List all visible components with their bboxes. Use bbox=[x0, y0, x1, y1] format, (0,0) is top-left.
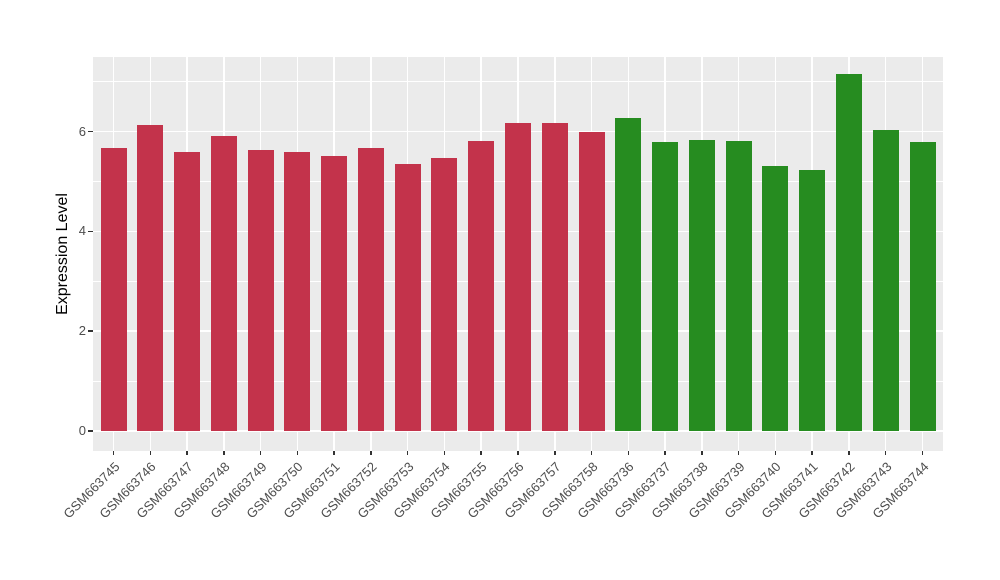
bar-GSM663742 bbox=[835, 74, 862, 431]
y-tick bbox=[88, 430, 93, 432]
x-tick bbox=[590, 451, 593, 455]
bar-GSM663748 bbox=[210, 136, 237, 431]
bar-GSM663749 bbox=[247, 149, 274, 431]
y-tick bbox=[88, 330, 93, 332]
bar-GSM663740 bbox=[762, 165, 789, 431]
bar-GSM663746 bbox=[137, 125, 164, 431]
x-tick bbox=[296, 451, 299, 455]
bar-GSM663743 bbox=[872, 130, 899, 431]
bar-GSM663739 bbox=[725, 141, 752, 431]
x-tick bbox=[406, 451, 409, 455]
bar-GSM663757 bbox=[541, 123, 568, 431]
bar-GSM663750 bbox=[284, 151, 311, 431]
bar-GSM663747 bbox=[174, 152, 201, 431]
x-tick bbox=[774, 451, 777, 455]
x-tick bbox=[186, 451, 188, 455]
x-tick bbox=[480, 451, 482, 455]
x-tick bbox=[921, 451, 924, 455]
x-tick bbox=[554, 451, 556, 455]
x-tick bbox=[737, 451, 740, 455]
x-tick bbox=[112, 451, 115, 455]
x-tick bbox=[333, 451, 335, 455]
bar-GSM663752 bbox=[357, 147, 384, 431]
x-tick bbox=[848, 451, 850, 455]
bar-GSM663741 bbox=[799, 170, 826, 431]
bar-GSM663754 bbox=[431, 157, 458, 431]
plot-panel bbox=[93, 57, 943, 451]
bar-GSM663753 bbox=[394, 163, 421, 431]
y-tick bbox=[88, 230, 93, 233]
x-tick bbox=[627, 451, 630, 455]
x-tick bbox=[149, 451, 152, 455]
bar-GSM663744 bbox=[909, 141, 936, 431]
x-tick bbox=[811, 451, 813, 455]
bar-GSM663745 bbox=[100, 147, 127, 431]
y-tick-label: 2 bbox=[78, 323, 86, 339]
y-axis-title: Expression Level bbox=[54, 193, 71, 315]
x-tick bbox=[223, 451, 225, 455]
y-tick-label: 0 bbox=[78, 423, 86, 438]
x-tick bbox=[370, 451, 372, 455]
y-tick-label: 6 bbox=[78, 123, 86, 139]
bar-GSM663736 bbox=[615, 117, 642, 431]
x-tick bbox=[701, 451, 703, 455]
x-tick bbox=[259, 451, 262, 455]
bar-GSM663737 bbox=[652, 141, 679, 431]
bar-GSM663756 bbox=[505, 123, 531, 431]
x-tick bbox=[884, 451, 887, 455]
bar-GSM663758 bbox=[578, 131, 605, 431]
bar-GSM663755 bbox=[468, 141, 495, 431]
x-tick bbox=[517, 451, 519, 455]
y-tick-label: 4 bbox=[78, 223, 86, 239]
y-tick bbox=[88, 130, 93, 133]
x-tick bbox=[664, 451, 666, 455]
bar-GSM663751 bbox=[321, 156, 348, 431]
bar-GSM663738 bbox=[688, 140, 715, 431]
x-tick bbox=[443, 451, 446, 455]
